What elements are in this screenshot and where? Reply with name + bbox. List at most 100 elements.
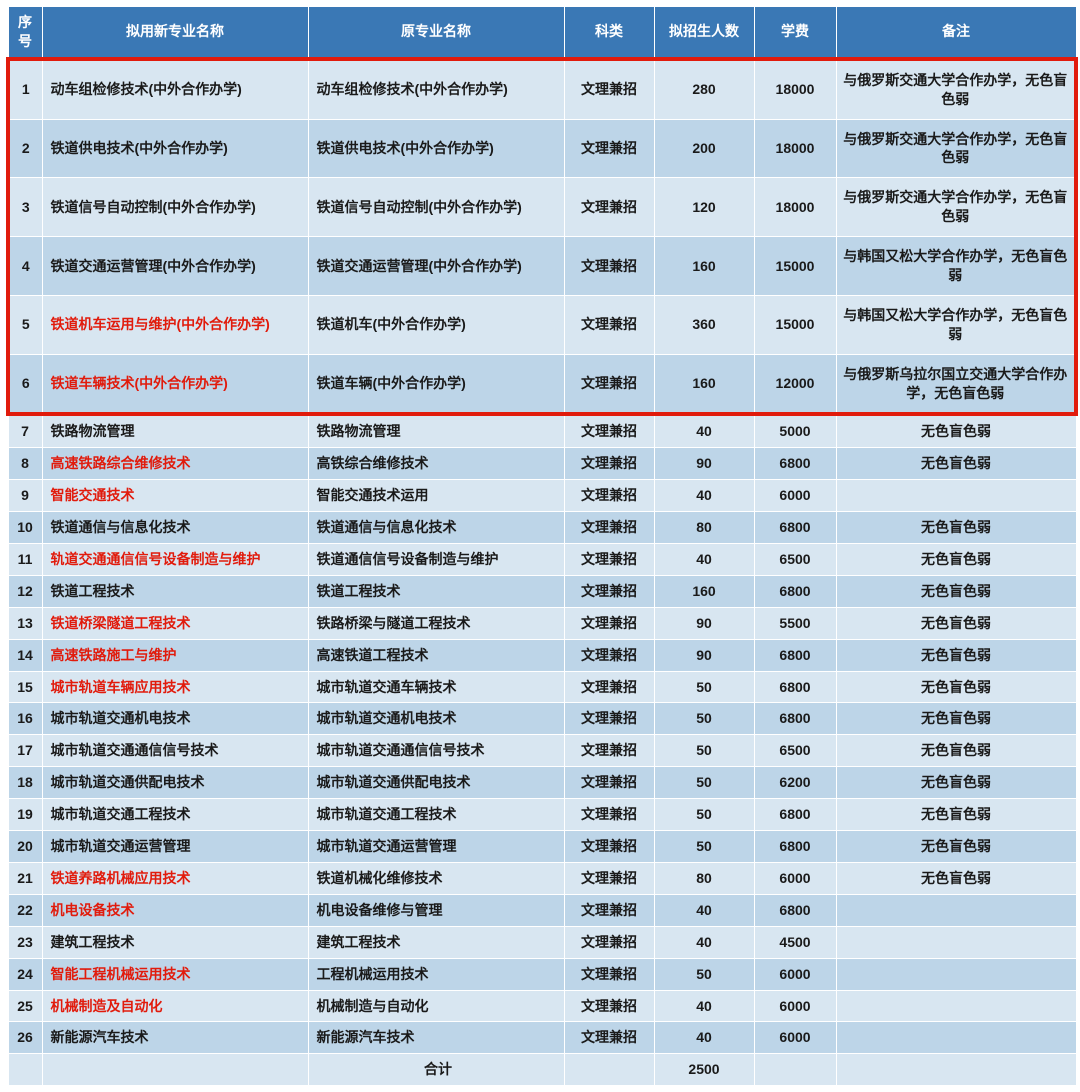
cell-old-name: 城市轨道交通运营管理 <box>308 831 564 863</box>
cell-new-name: 高速铁路施工与维护 <box>42 639 308 671</box>
cell-category: 文理兼招 <box>564 178 654 237</box>
table-row: 19城市轨道交通工程技术城市轨道交通工程技术文理兼招506800无色盲色弱 <box>8 799 1076 831</box>
table-row: 1动车组检修技术(中外合作办学)动车组检修技术(中外合作办学)文理兼招28018… <box>8 59 1076 119</box>
cell-remark <box>836 1022 1076 1054</box>
cell-planned: 280 <box>654 59 754 119</box>
cell-old-name: 城市轨道交通车辆技术 <box>308 671 564 703</box>
table-footer: 合计 2500 <box>8 1054 1076 1086</box>
cell-idx: 16 <box>8 703 42 735</box>
cell-idx: 15 <box>8 671 42 703</box>
cell-category: 文理兼招 <box>564 799 654 831</box>
footer-blank-5 <box>836 1054 1076 1086</box>
cell-old-name: 高铁综合维修技术 <box>308 448 564 480</box>
cell-new-name: 新能源汽车技术 <box>42 1022 308 1054</box>
cell-new-name: 铁道通信与信息化技术 <box>42 512 308 544</box>
cell-category: 文理兼招 <box>564 894 654 926</box>
cell-new-name: 城市轨道交通工程技术 <box>42 799 308 831</box>
cell-tuition: 5500 <box>754 607 836 639</box>
cell-remark: 与俄罗斯交通大学合作办学，无色盲色弱 <box>836 59 1076 119</box>
cell-category: 文理兼招 <box>564 862 654 894</box>
table-row: 9智能交通技术智能交通技术运用文理兼招406000 <box>8 480 1076 512</box>
cell-tuition: 15000 <box>754 295 836 354</box>
cell-tuition: 6200 <box>754 767 836 799</box>
cell-idx: 4 <box>8 237 42 296</box>
cell-remark <box>836 926 1076 958</box>
cell-old-name: 建筑工程技术 <box>308 926 564 958</box>
cell-new-name: 铁道供电技术(中外合作办学) <box>42 119 308 178</box>
cell-planned: 360 <box>654 295 754 354</box>
table-row: 24智能工程机械运用技术工程机械运用技术文理兼招506000 <box>8 958 1076 990</box>
cell-planned: 90 <box>654 639 754 671</box>
cell-idx: 1 <box>8 59 42 119</box>
table-row: 17城市轨道交通通信信号技术城市轨道交通通信信号技术文理兼招506500无色盲色… <box>8 735 1076 767</box>
cell-tuition: 5000 <box>754 414 836 447</box>
cell-tuition: 6800 <box>754 512 836 544</box>
cell-planned: 160 <box>654 575 754 607</box>
col-header-category: 科类 <box>564 7 654 59</box>
cell-category: 文理兼招 <box>564 767 654 799</box>
cell-tuition: 18000 <box>754 59 836 119</box>
cell-planned: 80 <box>654 862 754 894</box>
cell-remark: 与俄罗斯交通大学合作办学，无色盲色弱 <box>836 119 1076 178</box>
cell-idx: 12 <box>8 575 42 607</box>
cell-category: 文理兼招 <box>564 926 654 958</box>
cell-category: 文理兼招 <box>564 990 654 1022</box>
cell-remark: 无色盲色弱 <box>836 639 1076 671</box>
cell-new-name: 智能工程机械运用技术 <box>42 958 308 990</box>
cell-remark: 与俄罗斯乌拉尔国立交通大学合作办学，无色盲色弱 <box>836 354 1076 414</box>
cell-category: 文理兼招 <box>564 295 654 354</box>
col-header-remark: 备注 <box>836 7 1076 59</box>
cell-idx: 23 <box>8 926 42 958</box>
col-header-idx: 序号 <box>8 7 42 59</box>
cell-tuition: 15000 <box>754 237 836 296</box>
cell-old-name: 铁道机械化维修技术 <box>308 862 564 894</box>
cell-category: 文理兼招 <box>564 354 654 414</box>
footer-total-label: 合计 <box>308 1054 564 1086</box>
cell-category: 文理兼招 <box>564 480 654 512</box>
cell-old-name: 新能源汽车技术 <box>308 1022 564 1054</box>
cell-tuition: 6000 <box>754 990 836 1022</box>
table-body-highlighted: 1动车组检修技术(中外合作办学)动车组检修技术(中外合作办学)文理兼招28018… <box>8 59 1076 415</box>
cell-new-name: 铁道桥梁隧道工程技术 <box>42 607 308 639</box>
cell-planned: 200 <box>654 119 754 178</box>
cell-new-name: 机械制造及自动化 <box>42 990 308 1022</box>
cell-old-name: 铁道通信信号设备制造与维护 <box>308 544 564 576</box>
cell-idx: 6 <box>8 354 42 414</box>
cell-old-name: 铁道工程技术 <box>308 575 564 607</box>
cell-remark <box>836 894 1076 926</box>
cell-planned: 40 <box>654 926 754 958</box>
cell-old-name: 城市轨道交通机电技术 <box>308 703 564 735</box>
cell-old-name: 铁道信号自动控制(中外合作办学) <box>308 178 564 237</box>
cell-planned: 50 <box>654 703 754 735</box>
cell-category: 文理兼招 <box>564 512 654 544</box>
col-header-planned: 拟招生人数 <box>654 7 754 59</box>
cell-new-name: 铁道信号自动控制(中外合作办学) <box>42 178 308 237</box>
cell-idx: 21 <box>8 862 42 894</box>
table-row: 2铁道供电技术(中外合作办学)铁道供电技术(中外合作办学)文理兼招2001800… <box>8 119 1076 178</box>
cell-planned: 40 <box>654 544 754 576</box>
footer-blank-4 <box>754 1054 836 1086</box>
cell-category: 文理兼招 <box>564 575 654 607</box>
cell-tuition: 6000 <box>754 958 836 990</box>
table-header: 序号 拟用新专业名称 原专业名称 科类 拟招生人数 学费 备注 <box>8 7 1076 59</box>
cell-new-name: 高速铁路综合维修技术 <box>42 448 308 480</box>
table-row: 5铁道机车运用与维护(中外合作办学)铁道机车(中外合作办学)文理兼招360150… <box>8 295 1076 354</box>
cell-old-name: 高速铁道工程技术 <box>308 639 564 671</box>
table-row: 26新能源汽车技术新能源汽车技术文理兼招406000 <box>8 1022 1076 1054</box>
cell-new-name: 铁道交通运营管理(中外合作办学) <box>42 237 308 296</box>
cell-idx: 3 <box>8 178 42 237</box>
cell-planned: 50 <box>654 671 754 703</box>
cell-new-name: 城市轨道交通通信信号技术 <box>42 735 308 767</box>
cell-old-name: 动车组检修技术(中外合作办学) <box>308 59 564 119</box>
table-row: 3铁道信号自动控制(中外合作办学)铁道信号自动控制(中外合作办学)文理兼招120… <box>8 178 1076 237</box>
cell-old-name: 铁路桥梁与隧道工程技术 <box>308 607 564 639</box>
cell-planned: 160 <box>654 237 754 296</box>
cell-remark: 无色盲色弱 <box>836 799 1076 831</box>
cell-remark: 无色盲色弱 <box>836 414 1076 447</box>
cell-idx: 26 <box>8 1022 42 1054</box>
majors-table: 序号 拟用新专业名称 原专业名称 科类 拟招生人数 学费 备注 1 动车组检修技术… <box>6 6 1078 1086</box>
cell-idx: 10 <box>8 512 42 544</box>
cell-new-name: 铁路物流管理 <box>42 414 308 447</box>
cell-remark: 无色盲色弱 <box>836 512 1076 544</box>
cell-remark: 与韩国又松大学合作办学，无色盲色弱 <box>836 237 1076 296</box>
